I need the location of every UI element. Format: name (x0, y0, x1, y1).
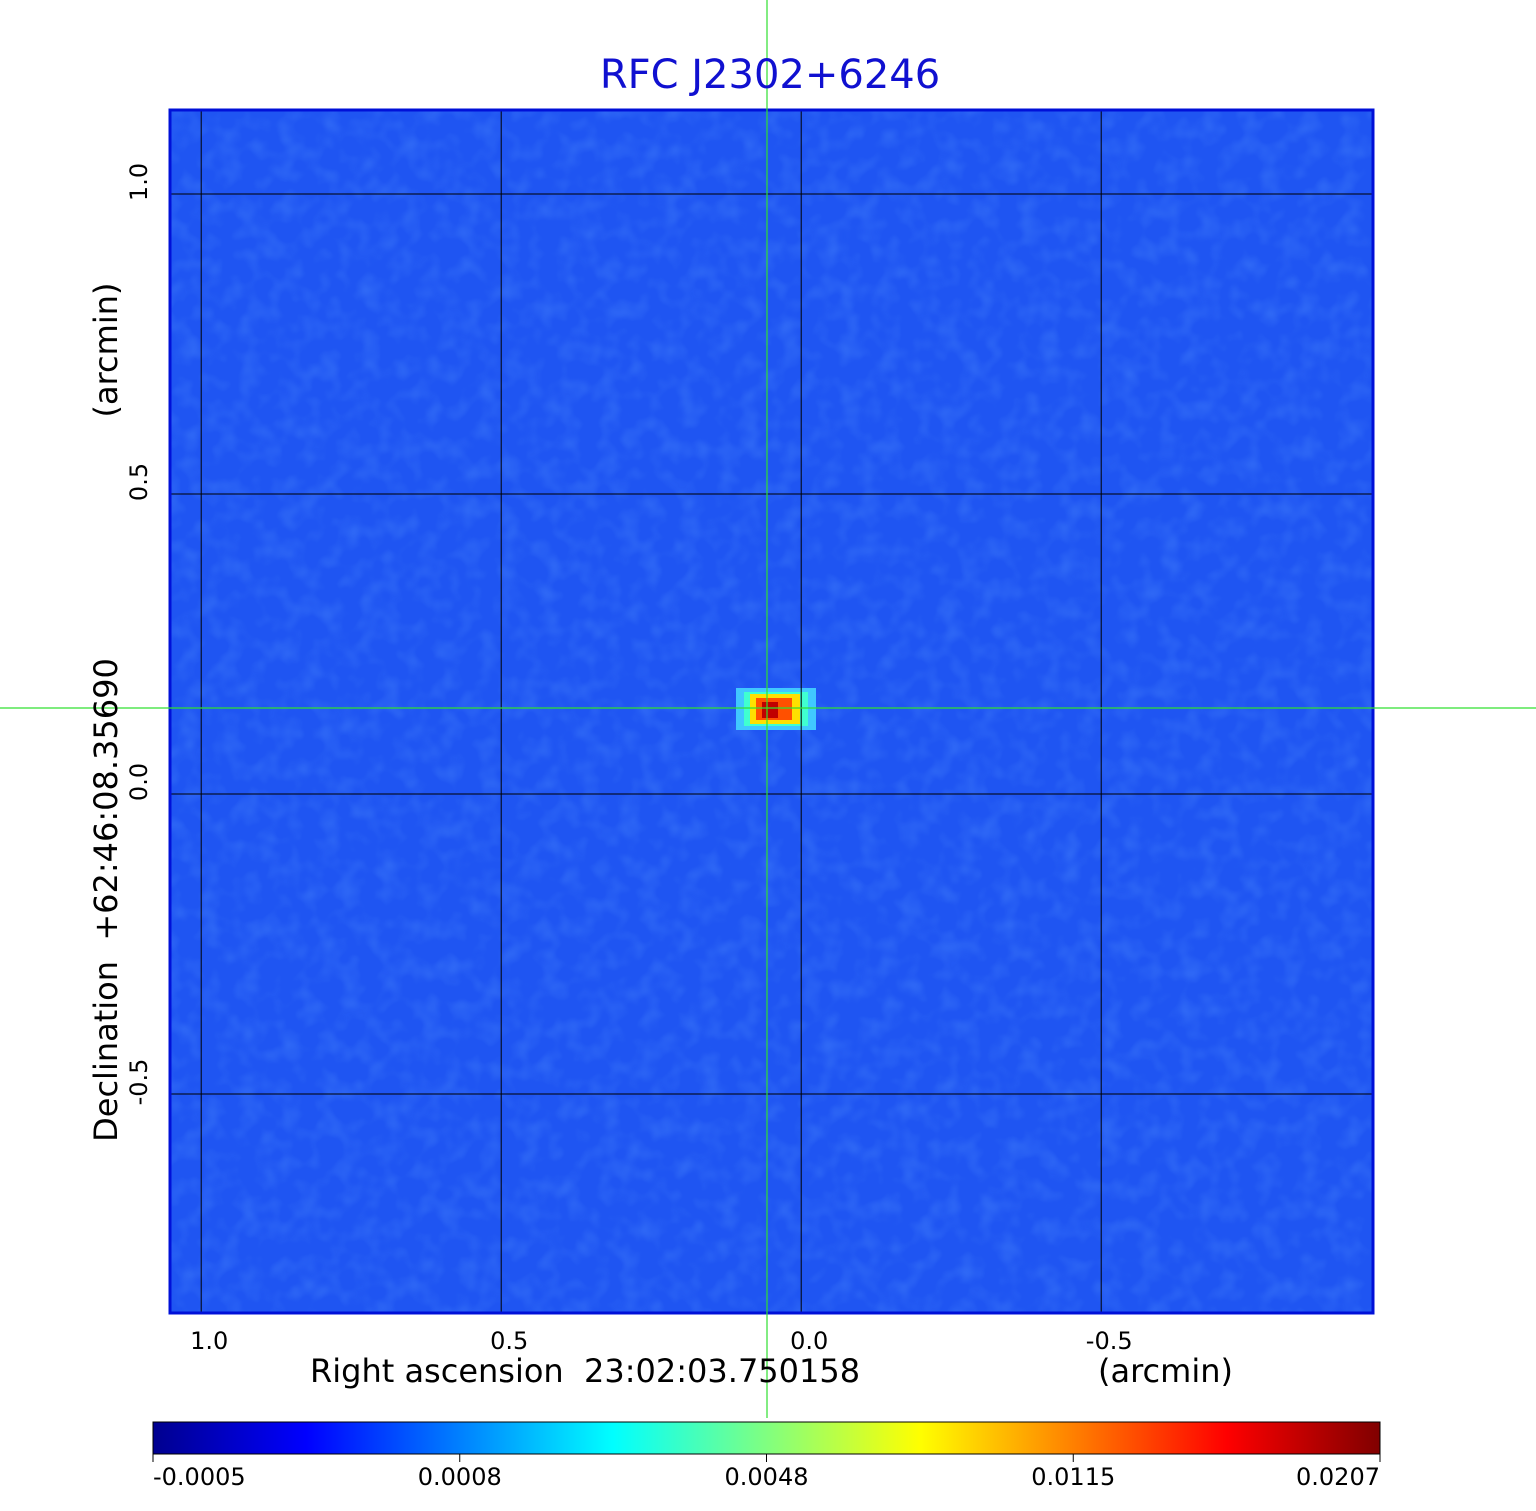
y-tick-label: 1.0 (125, 163, 153, 201)
x-tick-label: 0.5 (490, 1327, 528, 1355)
colorbar-tick-label: -0.0005 (153, 1463, 246, 1491)
colorbar-tick-label: 0.0008 (418, 1463, 502, 1491)
colorbar-tick-label: 0.0048 (725, 1463, 809, 1491)
source-blob (736, 688, 816, 730)
grid (170, 110, 1373, 1313)
colorbar-tick-label: 0.0207 (1296, 1463, 1380, 1491)
x-axis-label: Right ascension 23:02:03.750158 (310, 1352, 860, 1390)
x-tick-label: 0.0 (790, 1327, 828, 1355)
x-tick-label: -0.5 (1086, 1327, 1133, 1355)
y-tick-label: -0.5 (125, 1059, 153, 1106)
colorbar-tick-label: 0.0115 (1031, 1463, 1115, 1491)
y-axis-label: Declination +62:46:08.35690 (87, 658, 125, 1142)
x-axis-unit: (arcmin) (1098, 1352, 1233, 1390)
y-tick-label: 0.0 (125, 763, 153, 801)
y-axis-unit: (arcmin) (87, 283, 125, 418)
colorbar (152, 1421, 1381, 1455)
chart-title: RFC J2302+6246 (600, 52, 940, 98)
plot-frame (168, 108, 1375, 1315)
x-tick-label: 1.0 (190, 1327, 228, 1355)
y-tick-label: 0.5 (125, 463, 153, 501)
